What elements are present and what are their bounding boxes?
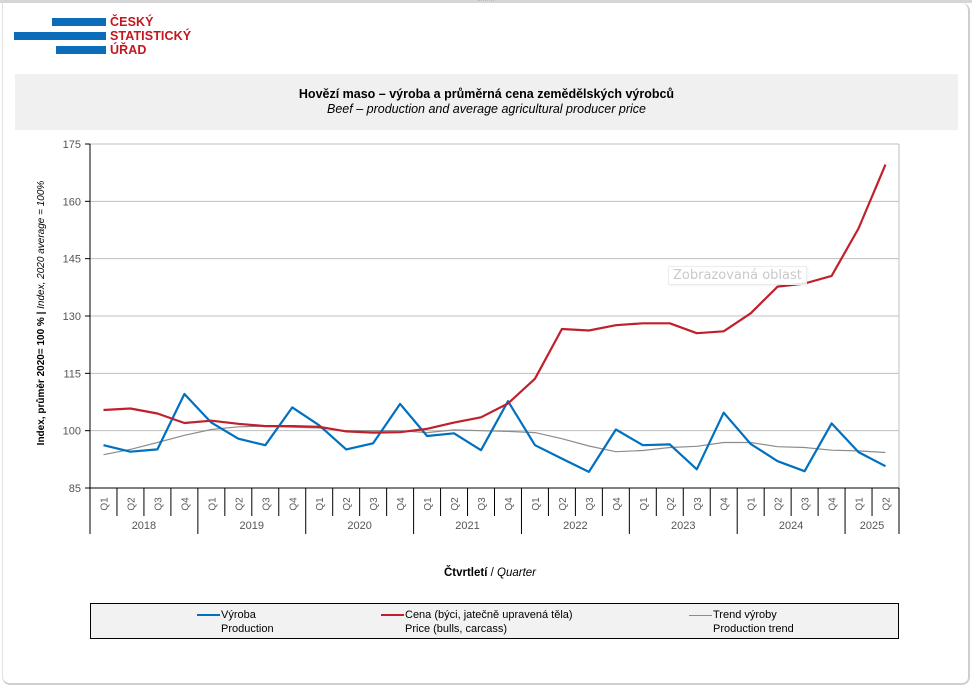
x-axis-label: Čtvrtletí / Quarter — [300, 567, 680, 579]
y-tick-label: 130 — [63, 311, 81, 323]
csu-logo: ČESKÝ STATISTICKÝ ÚŘAD — [14, 15, 214, 59]
year-label: 2022 — [563, 520, 587, 532]
chart-title-band: Hovězí maso – výroba a průměrná cena zem… — [15, 74, 958, 130]
x-tick-label: Q4 — [180, 497, 191, 511]
x-tick-label: Q3 — [801, 497, 812, 511]
legend-label-price-cz: Cena (býci, jatečně upravená těla) — [405, 609, 573, 621]
y-tick-label: 160 — [63, 196, 81, 208]
legend-label-trend-cz: Trend výroby — [713, 609, 777, 621]
logo-bar-middle — [14, 32, 106, 40]
x-tick-label: Q2 — [126, 497, 137, 511]
x-axis-label-en: Quarter — [497, 567, 537, 579]
legend-item-production[interactable]: Výroba Production — [197, 608, 274, 636]
x-tick-label: Q3 — [693, 497, 704, 511]
legend-item-trend[interactable]: Trend výroby Production trend — [689, 608, 794, 636]
y-tick-label: 100 — [63, 426, 81, 438]
chart-subtitle: Beef – production and average agricultur… — [327, 102, 646, 116]
legend-swatch-price — [381, 614, 404, 616]
x-axis-label-cz: Čtvrtletí — [443, 567, 488, 579]
x-tick-label: Q1 — [855, 497, 866, 511]
logo-bar-top — [52, 18, 106, 26]
x-tick-label: Q1 — [747, 497, 758, 511]
x-tick-label: Q2 — [234, 497, 245, 511]
x-tick-label: Q2 — [558, 497, 569, 511]
y-tick-label: 175 — [63, 139, 81, 151]
x-tick-label: Q4 — [612, 497, 623, 511]
x-tick-label: Q2 — [666, 497, 677, 511]
x-tick-label: Q2 — [342, 497, 353, 511]
chart-title: Hovězí maso – výroba a průměrná cena zem… — [298, 87, 675, 101]
year-label: 2024 — [779, 520, 803, 532]
y-axis-label-en: Index, 2020 average = 100% — [36, 180, 47, 309]
logo-text-line-1: ČESKÝ — [110, 15, 154, 29]
y-tick-label: 85 — [69, 483, 81, 495]
y-tick-label: 145 — [63, 254, 81, 266]
x-tick-label: Q4 — [396, 497, 407, 511]
y-axis-label: Index, průměr 2020= 100 % | Index, 2020 … — [36, 148, 50, 478]
y-axis-label-cz: Index, průměr 2020= 100 % — [36, 317, 47, 446]
tooltip-display-area: Zobrazovaná oblast — [668, 266, 807, 285]
x-axis-label-separator: / — [487, 567, 498, 579]
year-label: 2023 — [671, 520, 695, 532]
logo-bar-bottom — [56, 46, 106, 54]
series-line-price — [103, 164, 887, 434]
legend-label-price-en: Price (bulls, carcass) — [405, 623, 508, 635]
legend-label-production-cz: Výroba — [221, 609, 256, 621]
x-tick-label: Q1 — [315, 497, 326, 511]
year-label: 2020 — [347, 520, 371, 532]
legend-swatch-trend — [689, 615, 712, 616]
legend-label-production-en: Production — [221, 623, 274, 635]
year-label: 2021 — [455, 520, 479, 532]
series-line-production — [103, 392, 887, 473]
drag-handle-icon[interactable] — [478, 0, 494, 3]
x-tick-label: Q3 — [153, 497, 164, 511]
legend-label-trend-en: Production trend — [713, 623, 794, 635]
legend-swatch-production — [197, 614, 220, 616]
x-tick-label: Q3 — [369, 497, 380, 511]
year-label: 2025 — [860, 520, 884, 532]
window-top-strip — [0, 0, 972, 3]
x-tick-label: Q1 — [99, 497, 110, 511]
x-tick-label: Q2 — [882, 497, 893, 511]
x-tick-label: Q4 — [720, 497, 731, 511]
x-tick-label: Q3 — [261, 497, 272, 511]
x-tick-label: Q4 — [828, 497, 839, 511]
x-tick-label: Q2 — [774, 497, 785, 511]
year-label: 2019 — [240, 520, 264, 532]
y-axis-label-separator: | — [36, 308, 47, 318]
logo-text-line-2: STATISTICKÝ — [110, 29, 192, 43]
x-tick-label: Q1 — [531, 497, 542, 511]
x-tick-label: Q3 — [477, 497, 488, 511]
legend: Výroba Production Cena (býci, jatečně up… — [90, 603, 899, 639]
x-tick-label: Q1 — [423, 497, 434, 511]
year-label: 2018 — [132, 520, 156, 532]
x-tick-label: Q1 — [207, 497, 218, 511]
x-tick-label: Q3 — [585, 497, 596, 511]
x-tick-label: Q4 — [288, 497, 299, 511]
y-tick-label: 115 — [63, 368, 81, 380]
legend-item-price[interactable]: Cena (býci, jatečně upravená těla) Price… — [381, 608, 573, 636]
x-tick-label: Q1 — [639, 497, 650, 511]
series-line-trend — [103, 425, 886, 456]
x-tick-label: Q4 — [504, 497, 515, 511]
x-tick-label: Q2 — [450, 497, 461, 511]
logo-text-line-3: ÚŘAD — [110, 43, 147, 57]
